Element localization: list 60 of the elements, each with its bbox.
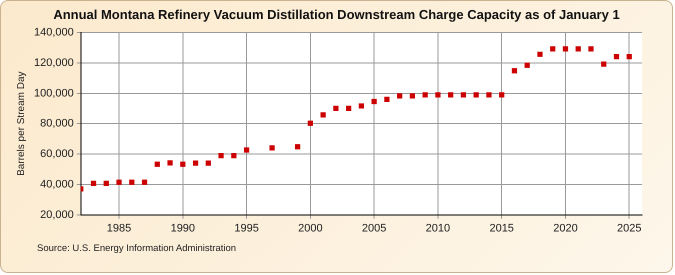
y-tick-label: 60,000 bbox=[40, 148, 74, 160]
point bbox=[294, 144, 300, 150]
y-tick-label: 140,000 bbox=[34, 26, 74, 39]
point bbox=[206, 160, 211, 166]
point bbox=[129, 180, 134, 185]
point bbox=[524, 62, 530, 68]
x-tick-label: 1995 bbox=[234, 222, 259, 234]
x-tick-label: 1985 bbox=[106, 222, 132, 234]
point bbox=[550, 46, 556, 52]
point bbox=[397, 93, 402, 99]
x-tick-label: 2005 bbox=[362, 222, 386, 234]
point bbox=[244, 147, 250, 153]
x-tick-label: 2010 bbox=[426, 222, 450, 234]
point bbox=[90, 180, 96, 186]
point bbox=[601, 62, 606, 67]
x-tick-label: 2025 bbox=[617, 222, 642, 234]
point bbox=[346, 106, 352, 111]
point bbox=[486, 92, 492, 98]
point bbox=[333, 106, 338, 111]
y-tick-label: 40,000 bbox=[40, 178, 74, 190]
point bbox=[372, 98, 377, 104]
point bbox=[308, 120, 313, 126]
y-tick-label: 120,000 bbox=[34, 57, 74, 69]
point bbox=[512, 68, 518, 74]
point bbox=[116, 180, 122, 185]
y-tick-label: 20,000 bbox=[40, 208, 74, 221]
point bbox=[320, 112, 326, 118]
x-tick-label: 1990 bbox=[170, 222, 196, 234]
source-note: Source: U.S. Energy Information Administration bbox=[37, 243, 236, 254]
point bbox=[410, 93, 416, 99]
point bbox=[576, 46, 581, 52]
point bbox=[614, 54, 620, 60]
point bbox=[499, 92, 504, 98]
point bbox=[167, 160, 173, 166]
x-tick-label: 2015 bbox=[489, 222, 514, 234]
point bbox=[154, 162, 160, 167]
point bbox=[460, 92, 466, 98]
point bbox=[231, 152, 236, 158]
point bbox=[474, 92, 479, 98]
point bbox=[588, 46, 594, 52]
point bbox=[180, 162, 186, 167]
point bbox=[562, 46, 568, 52]
point bbox=[384, 96, 390, 102]
point bbox=[626, 54, 632, 60]
point bbox=[269, 145, 275, 150]
point bbox=[142, 180, 148, 185]
point bbox=[218, 152, 224, 158]
point bbox=[192, 160, 198, 166]
point bbox=[358, 103, 364, 109]
point bbox=[422, 92, 428, 98]
y-axis-title: Barrels per Stream Day bbox=[16, 71, 27, 176]
y-tick-label: 100,000 bbox=[34, 87, 74, 100]
chart-title: Annual Montana Refinery Vacuum Distillation Downstream Charge Capacity as of January 1 bbox=[52, 7, 621, 22]
y-tick-label: 80,000 bbox=[40, 118, 74, 130]
x-tick-label: 2020 bbox=[553, 222, 578, 234]
point bbox=[435, 92, 441, 98]
x-tick-label: 2000 bbox=[298, 222, 323, 234]
point bbox=[448, 92, 454, 98]
point bbox=[537, 52, 543, 57]
point bbox=[104, 180, 109, 186]
